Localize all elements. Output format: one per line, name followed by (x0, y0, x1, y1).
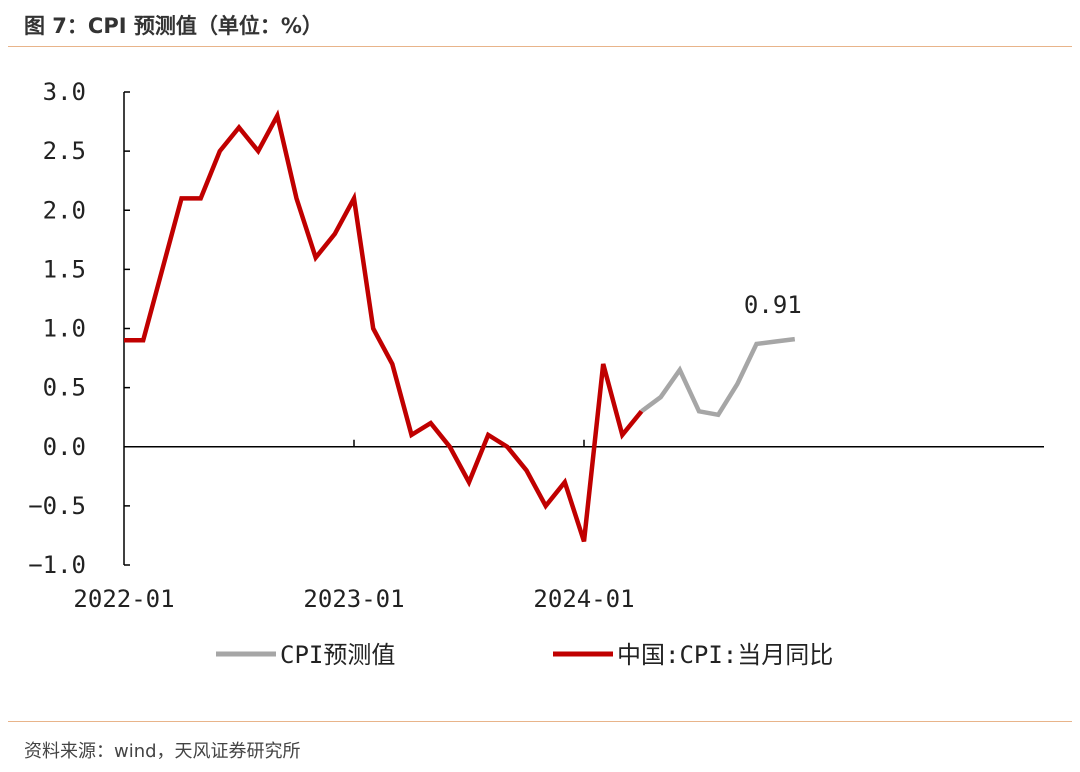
y-tick-label: −0.5 (28, 492, 86, 520)
source-note: 资料来源：wind，天风证券研究所 (24, 741, 301, 762)
cpi-forecast-series-line (640, 336, 796, 418)
figure-title: 图 7：CPI 预测值（单位：%） (24, 14, 323, 38)
y-tick-label: 2.0 (43, 196, 86, 224)
legend-label: CPI预测值 (280, 641, 395, 669)
x-tick-label: 2022-01 (73, 585, 174, 613)
y-tick-label: 1.0 (43, 315, 86, 343)
chart-series (124, 109, 796, 543)
y-tick-label: −1.0 (28, 551, 86, 579)
legend-label: 中国:CPI:当月同比 (617, 641, 833, 669)
chart-axes: −1.0 −0.5 0.0 0.5 1.0 1.5 2.0 2.5 3.0 2022-01 2023… (28, 78, 1044, 613)
header-divider (8, 46, 1072, 47)
x-tick-label: 2023-01 (303, 585, 404, 613)
footer-divider (8, 721, 1072, 722)
y-tick-label: 0.5 (43, 374, 86, 402)
y-tick-label: 3.0 (43, 78, 86, 106)
x-tick-label: 2024-01 (533, 585, 634, 613)
y-tick-label: 1.5 (43, 255, 86, 283)
y-tick-label: 0.0 (43, 433, 86, 461)
cpi-yoy-series-line (124, 109, 644, 543)
data-label: 0.91 (744, 291, 802, 319)
chart-legend: CPI预测值 中国:CPI:当月同比 (216, 641, 833, 669)
cpi-line-chart: −1.0 −0.5 0.0 0.5 1.0 1.5 2.0 2.5 3.0 2022-01 2023… (28, 78, 1044, 669)
chart-annotations: 0.91 (744, 291, 802, 319)
y-tick-label: 2.5 (43, 137, 86, 165)
